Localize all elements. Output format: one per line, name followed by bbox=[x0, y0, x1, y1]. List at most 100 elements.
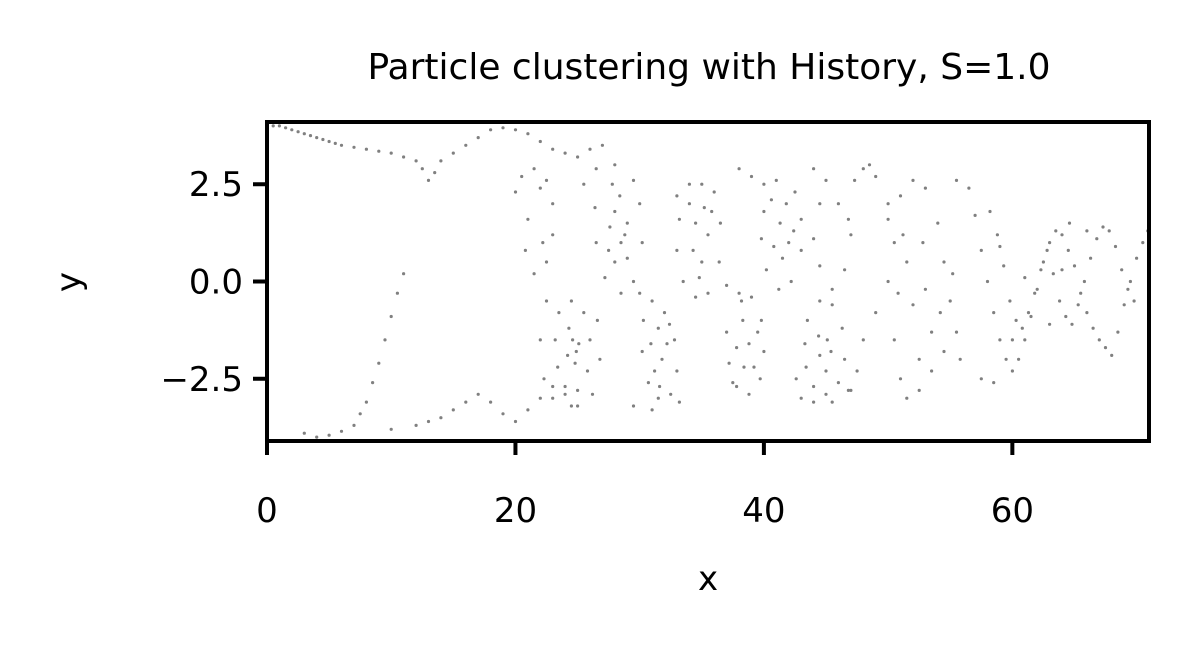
scatter-point bbox=[402, 155, 406, 159]
scatter-point bbox=[662, 311, 667, 315]
scatter-point bbox=[988, 209, 992, 214]
scatter-point bbox=[439, 159, 443, 163]
scatter-point bbox=[830, 303, 834, 307]
scatter-point bbox=[675, 194, 679, 198]
scatter-point bbox=[1103, 346, 1108, 350]
scatter-point bbox=[640, 241, 644, 245]
scatter-point bbox=[1060, 233, 1064, 237]
scatter-point bbox=[846, 217, 851, 221]
scatter-point bbox=[608, 225, 612, 229]
scatter-point bbox=[1135, 256, 1139, 260]
scatter-point bbox=[613, 260, 617, 264]
scatter-point bbox=[577, 342, 581, 346]
scatter-point bbox=[677, 217, 682, 221]
scatter-point bbox=[315, 136, 319, 140]
x-tick-label: 20 bbox=[494, 491, 537, 531]
scatter-point bbox=[769, 198, 774, 202]
scatter-point bbox=[489, 400, 493, 404]
scatter-point bbox=[830, 400, 834, 404]
scatter-point bbox=[861, 167, 865, 171]
scatter-point bbox=[571, 338, 575, 342]
scatter-point bbox=[538, 186, 542, 190]
scatter-point bbox=[1067, 221, 1072, 225]
scatter-point bbox=[426, 178, 431, 182]
x-axis-label: x bbox=[698, 559, 718, 599]
scatter-point bbox=[557, 311, 561, 315]
scatter-point bbox=[1051, 272, 1055, 276]
scatter-point bbox=[758, 377, 762, 381]
x-tick-label: 60 bbox=[991, 491, 1034, 531]
scatter-point bbox=[551, 396, 555, 400]
scatter-point bbox=[513, 128, 518, 132]
scatter-point bbox=[992, 381, 996, 385]
scatter-point bbox=[954, 178, 959, 182]
scatter-point bbox=[501, 126, 505, 130]
scatter-point bbox=[594, 167, 598, 171]
scatter-point bbox=[780, 256, 785, 260]
scatter-point bbox=[992, 311, 996, 315]
scatter-point bbox=[710, 209, 714, 214]
scatter-point bbox=[756, 330, 760, 334]
scatter-point bbox=[759, 237, 764, 241]
scatter-point bbox=[538, 396, 542, 400]
scatter-point bbox=[1004, 357, 1008, 361]
scatter-point bbox=[706, 233, 710, 237]
scatter-point bbox=[395, 291, 399, 295]
scatter-point bbox=[672, 338, 677, 342]
scatter-point bbox=[364, 147, 368, 151]
scatter-point bbox=[886, 279, 890, 284]
scatter-point bbox=[588, 338, 592, 342]
scatter-point bbox=[402, 272, 406, 276]
scatter-point bbox=[551, 147, 555, 151]
scatter-point bbox=[660, 357, 664, 361]
scatter-point bbox=[930, 330, 934, 334]
scatter-point bbox=[702, 206, 706, 210]
scatter-point bbox=[1008, 299, 1012, 303]
scatter-point bbox=[656, 326, 660, 330]
scatter-point bbox=[1126, 287, 1130, 291]
scatter-point bbox=[567, 326, 571, 330]
scatter-point bbox=[625, 256, 629, 260]
scatter-point bbox=[1026, 311, 1031, 315]
scatter-point bbox=[892, 241, 896, 245]
scatter-point bbox=[339, 429, 344, 433]
scatter-point bbox=[1064, 314, 1068, 319]
scatter-point bbox=[921, 241, 925, 245]
scatter-point bbox=[675, 248, 679, 252]
scatter-point bbox=[727, 361, 731, 365]
scatter-point bbox=[526, 217, 530, 221]
scatter-point bbox=[812, 167, 816, 171]
scatter-point bbox=[1110, 353, 1114, 357]
scatter-point bbox=[1128, 279, 1132, 284]
scatter-point bbox=[1116, 330, 1120, 334]
scatter-point bbox=[542, 377, 546, 381]
scatter-point bbox=[942, 349, 946, 354]
scatter-point bbox=[352, 145, 356, 149]
scatter-point bbox=[585, 369, 590, 373]
scatter-point bbox=[1060, 268, 1064, 272]
scatter-point bbox=[717, 260, 721, 264]
scatter-point bbox=[1082, 279, 1086, 284]
scatter-point bbox=[650, 408, 654, 412]
scatter-point bbox=[526, 408, 530, 412]
scatter-point bbox=[476, 136, 480, 140]
y-tick-label: −2.5 bbox=[160, 360, 243, 400]
scatter-point bbox=[451, 408, 455, 412]
scatter-point bbox=[1095, 237, 1099, 241]
scatter-point bbox=[936, 221, 940, 225]
scatter-point bbox=[855, 369, 859, 373]
scatter-point bbox=[911, 178, 915, 182]
scatter-point bbox=[1072, 264, 1077, 268]
scatter-point bbox=[725, 283, 729, 287]
scatter-point bbox=[277, 124, 281, 128]
scatter-point bbox=[327, 433, 331, 437]
scatter-point bbox=[735, 384, 739, 389]
scatter-point bbox=[414, 423, 418, 427]
scatter-point bbox=[898, 377, 903, 381]
scatter-point bbox=[803, 342, 807, 346]
scatter-point bbox=[631, 178, 636, 182]
scatter-point bbox=[1120, 268, 1124, 272]
scatter-point bbox=[553, 338, 557, 342]
scatter-point bbox=[799, 248, 803, 252]
